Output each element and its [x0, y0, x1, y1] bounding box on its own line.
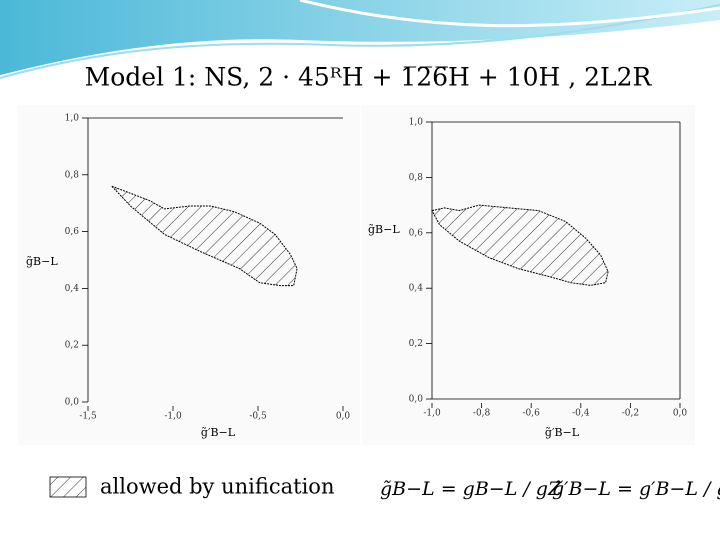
formula: g̃′B−L = g′B−L / gZ — [552, 478, 720, 500]
x-tick-label: -0,4 — [572, 409, 590, 419]
x-tick-label: -0,5 — [249, 412, 267, 422]
x-tick-label: -1,0 — [164, 412, 182, 422]
x-tick-label: 0,0 — [336, 412, 351, 422]
x-tick-label: -0,6 — [523, 409, 541, 419]
plot-panel — [18, 105, 360, 445]
x-tick-label: -1,5 — [79, 412, 97, 422]
y-tick-label: 0,6 — [65, 227, 80, 237]
formula: g̃B−L = gB−L / gZ — [380, 478, 562, 500]
allowed-region — [431, 204, 609, 286]
slide-title: Model 1: NS, 2 · 45ᴿH + 1̅2̅6̅H + 10H , … — [85, 63, 653, 92]
legend-label: allowed by unification — [100, 475, 334, 499]
y-tick-label: 0,6 — [409, 228, 424, 238]
y-axis-label: g̃B−L — [368, 223, 400, 236]
y-tick-label: 1,0 — [65, 114, 80, 124]
y-tick-label: 0,2 — [409, 339, 423, 349]
y-axis-label: g̃B−L — [26, 255, 58, 268]
allowed-region — [111, 185, 298, 287]
y-tick-label: 0,4 — [409, 284, 424, 294]
y-tick-label: 0,8 — [65, 170, 80, 180]
header-swoosh — [299, 0, 720, 28]
y-tick-label: 0,2 — [65, 341, 79, 351]
y-tick-label: 1,0 — [409, 118, 424, 128]
header-band — [0, 0, 720, 75]
x-tick-label: -0,2 — [622, 409, 639, 419]
y-tick-label: 0,0 — [409, 395, 424, 405]
y-tick-label: 0,4 — [65, 284, 80, 294]
x-tick-label: -0,8 — [473, 409, 491, 419]
x-axis-label: g̃′B−L — [201, 426, 236, 439]
x-axis-label: g̃′B−L — [545, 426, 580, 439]
plot-panel — [362, 105, 695, 445]
legend-swatch — [49, 476, 87, 498]
header-swoosh — [0, 4, 720, 79]
x-tick-label: -1,0 — [423, 409, 441, 419]
y-tick-label: 0,8 — [409, 173, 424, 183]
x-tick-label: 0,0 — [673, 409, 688, 419]
y-tick-label: 0,0 — [65, 398, 80, 408]
